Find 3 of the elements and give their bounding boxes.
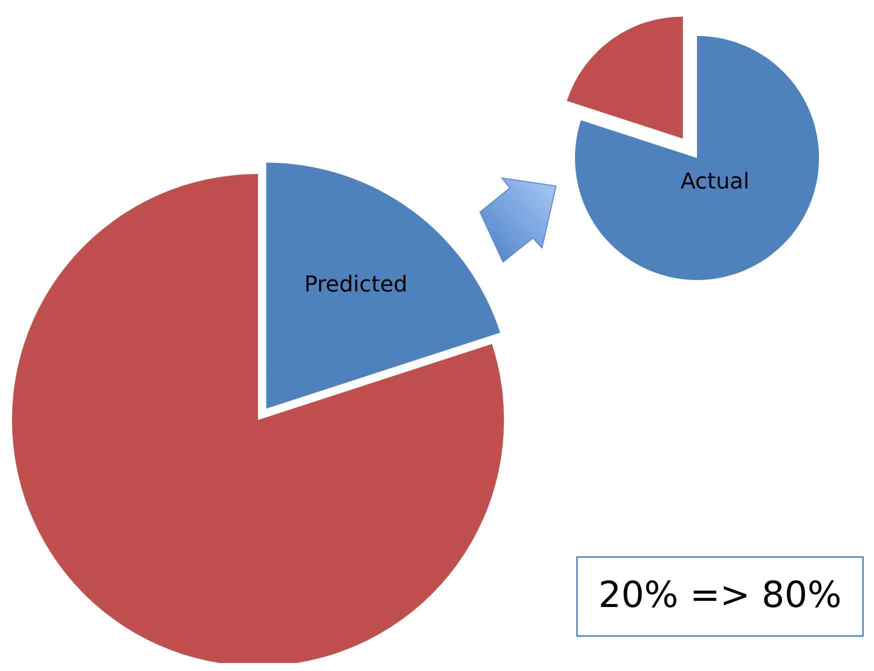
- slice-label: Predicted: [304, 272, 408, 298]
- text: 20% => 80%: [598, 574, 842, 616]
- slice-label: Actual: [680, 170, 750, 195]
